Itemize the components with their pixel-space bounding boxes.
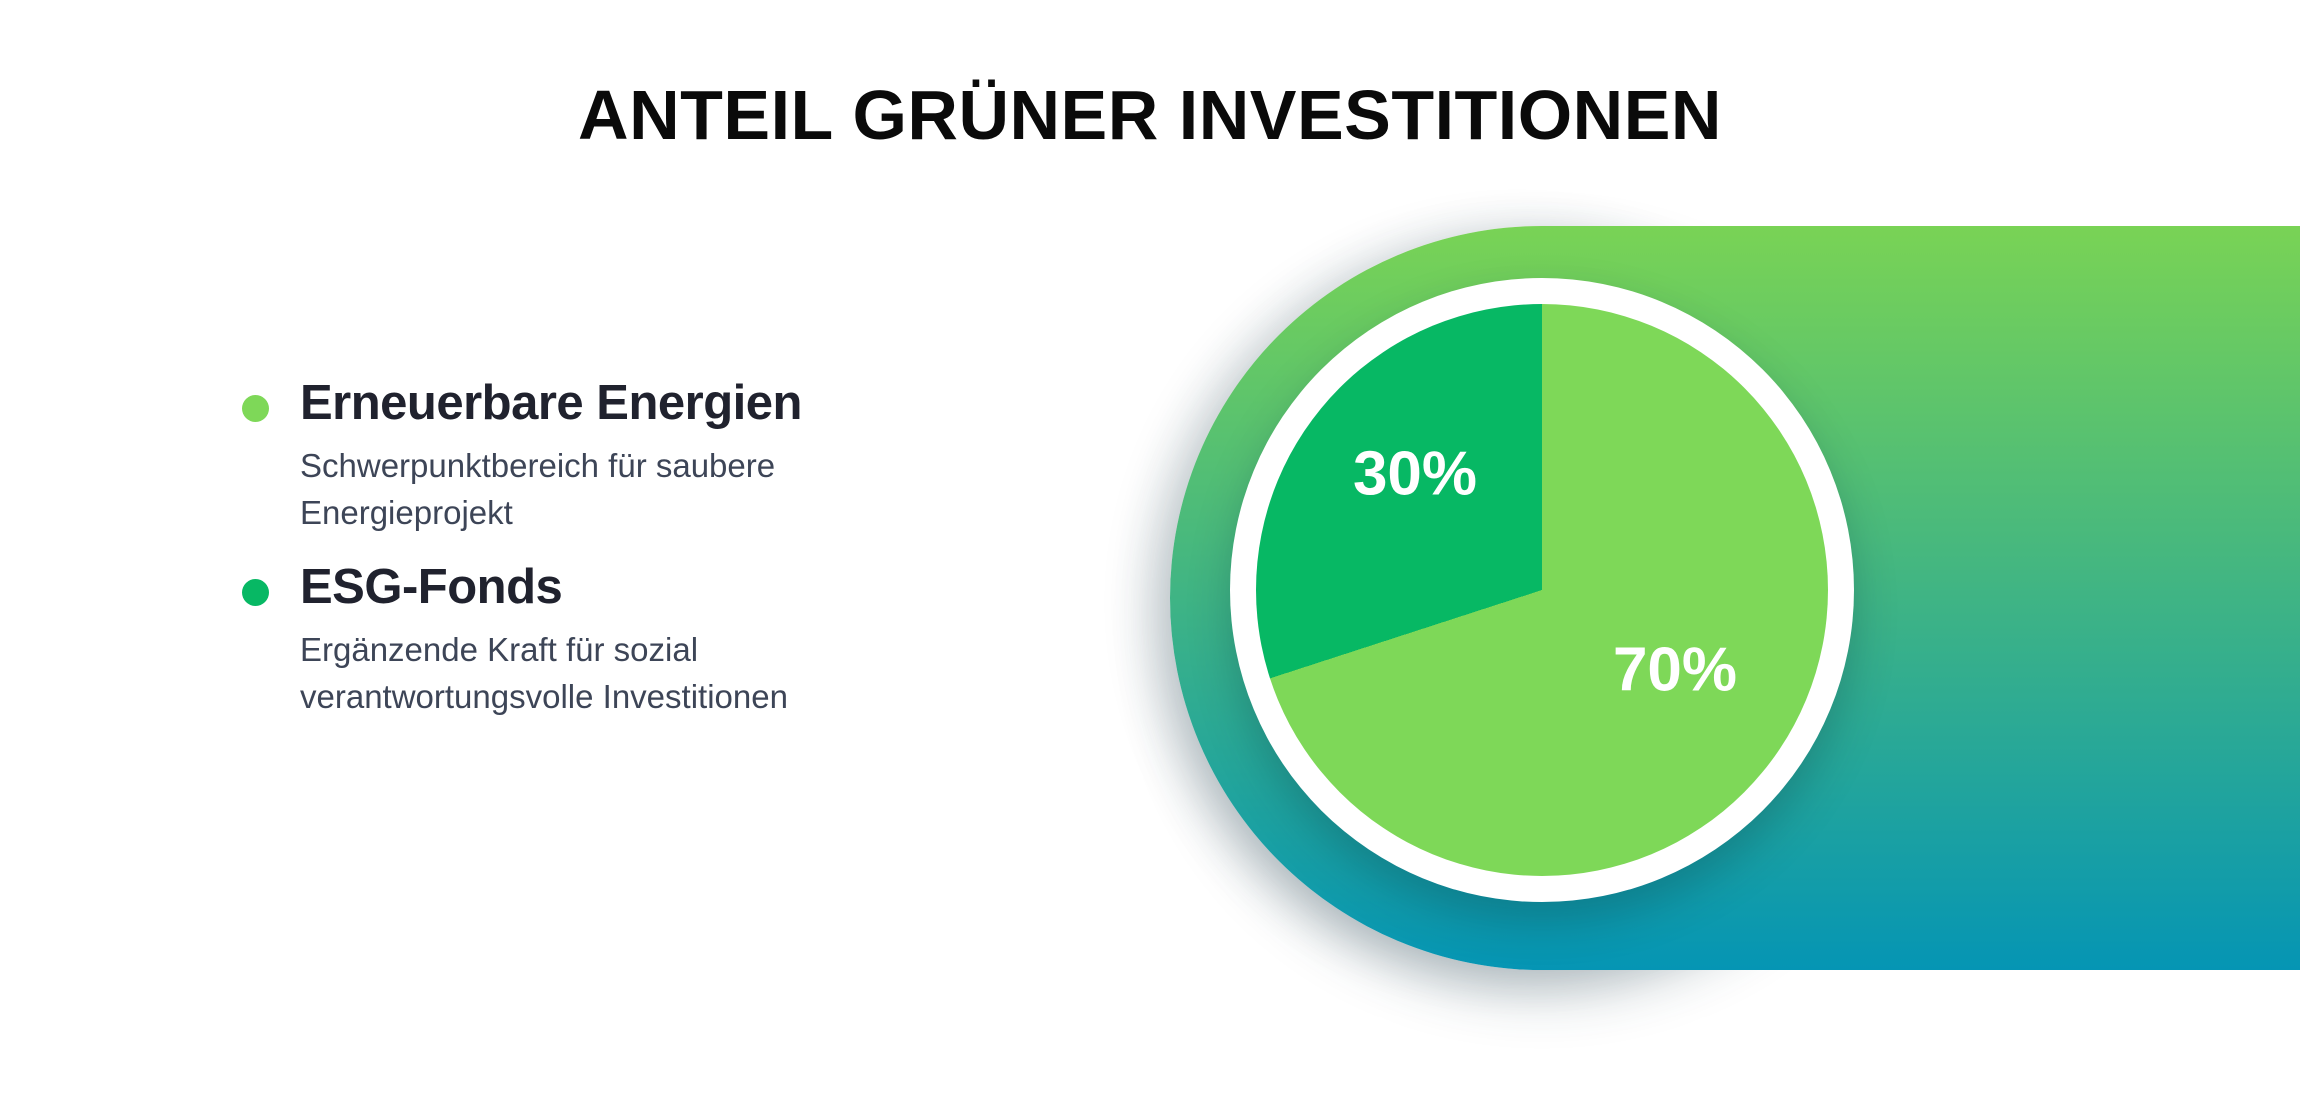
pie-slice-label-erneuerbare: 70% bbox=[1612, 635, 1738, 705]
legend-dot-icon bbox=[242, 395, 269, 422]
legend-item-desc-line: Schwerpunktbereich für saubere bbox=[300, 447, 776, 484]
legend-item-label: ESG-Fonds bbox=[300, 560, 563, 614]
pie-slice-label-esg: 30% bbox=[1352, 439, 1478, 509]
legend-item-content: Erneuerbare Energien Schwerpunktbereich … bbox=[300, 372, 860, 536]
legend-item-desc-line: Energieprojekt bbox=[300, 494, 513, 531]
legend-dot-icon bbox=[242, 579, 269, 606]
legend-item-label: Erneuerbare Energien bbox=[300, 376, 802, 430]
legend-item-desc: Schwerpunktbereich für saubere Energiepr… bbox=[300, 442, 860, 536]
pie-chart: 30% 70% bbox=[1256, 304, 1828, 876]
legend-item: ESG-Fonds Ergänzende Kraft für sozial ve… bbox=[242, 556, 860, 720]
legend-item-desc-line: verantwortungsvolle Investitionen bbox=[300, 678, 788, 715]
page-title: ANTEIL GRÜNER INVESTITIONEN bbox=[578, 76, 1722, 154]
legend-item-desc-line: Ergänzende Kraft für sozial bbox=[300, 631, 699, 668]
legend-item-content: ESG-Fonds Ergänzende Kraft für sozial ve… bbox=[300, 556, 860, 720]
legend-item: Erneuerbare Energien Schwerpunktbereich … bbox=[242, 372, 860, 536]
legend-item-desc: Ergänzende Kraft für sozial verantwortun… bbox=[300, 626, 860, 720]
